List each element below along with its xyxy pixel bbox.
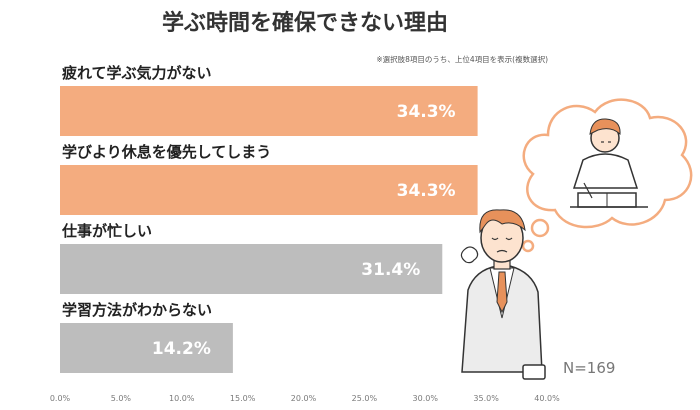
sample-size: N=169 <box>563 359 615 377</box>
value-label: 34.3% <box>397 181 456 201</box>
bar <box>60 86 478 136</box>
bars-group: 疲れて学ぶ気力がない 34.3% 学びより休息を優先してしまう 34.3% 仕事が忙しい… <box>60 64 478 373</box>
studying-person <box>570 118 648 208</box>
tired-worker <box>460 209 546 380</box>
value-label: 31.4% <box>361 260 420 280</box>
x-tick-label: 40.0% <box>534 394 560 403</box>
thought-dot-small <box>521 239 535 253</box>
bar <box>60 244 443 294</box>
chart-title: 学ぶ時間を確保できない理由 <box>162 10 448 36</box>
x-tick-label: 10.0% <box>169 394 195 403</box>
x-tick-label: 20.0% <box>291 394 317 403</box>
category-label: 仕事が忙しい <box>61 222 152 240</box>
x-tick-label: 30.0% <box>413 394 439 403</box>
x-tick-label: 25.0% <box>352 394 378 403</box>
sigh-puff <box>460 246 479 264</box>
value-label: 14.2% <box>152 339 211 359</box>
category-label: 疲れて学ぶ気力がない <box>62 64 212 82</box>
category-label: 学びより休息を優先してしまう <box>62 143 271 161</box>
x-tick-label: 0.0% <box>50 394 71 403</box>
bar <box>60 323 233 373</box>
illustration <box>460 98 693 380</box>
value-label: 34.3% <box>397 102 456 122</box>
bar <box>60 165 478 215</box>
x-tick-label: 15.0% <box>230 394 256 403</box>
thought-dot-large <box>530 218 550 238</box>
category-label: 学習方法がわからない <box>62 301 212 319</box>
chart-note: ※選択肢8項目のうち、上位4項目を表示(複数選択) <box>376 54 548 64</box>
x-tick-label: 5.0% <box>111 394 132 403</box>
x-tick-label: 35.0% <box>473 394 499 403</box>
x-axis-ticks: 0.0% 5.0% 10.0% 15.0% 20.0% 25.0% 30.0% 35.0% 40… <box>50 394 560 403</box>
